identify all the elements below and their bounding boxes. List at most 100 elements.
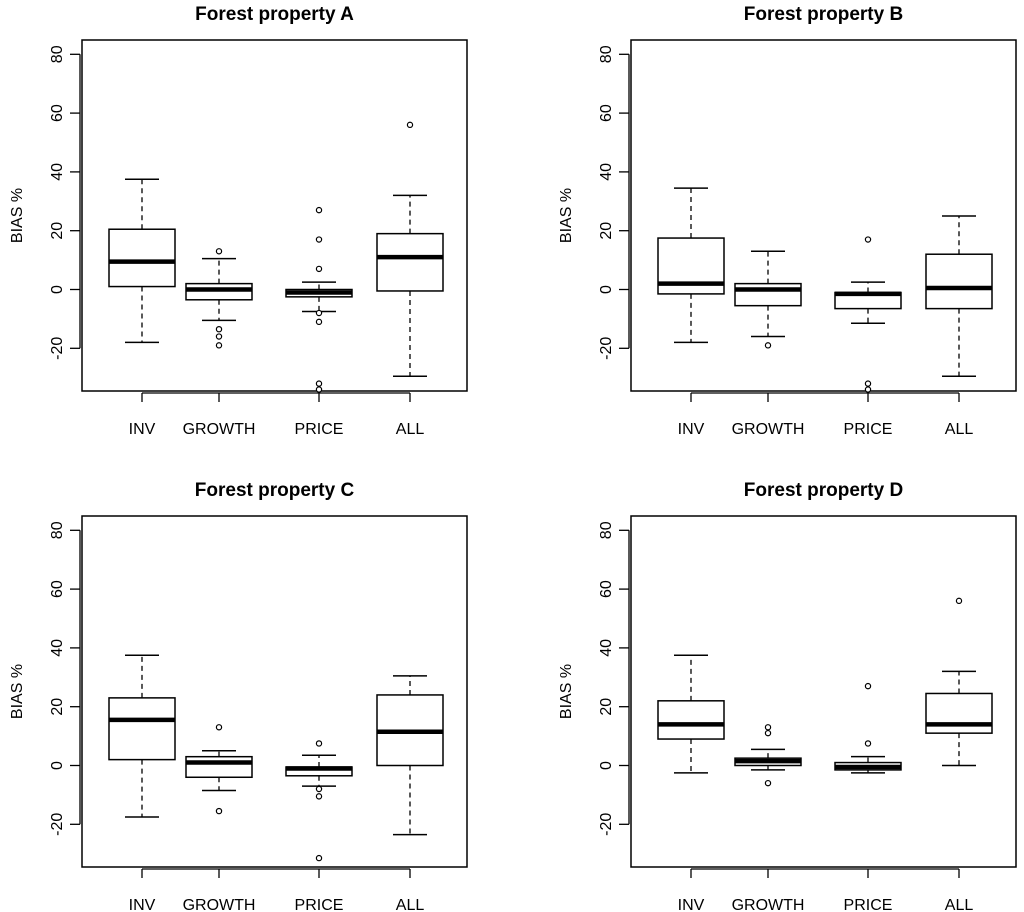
y-tick-label: 0	[598, 285, 615, 294]
outlier-point	[315, 386, 323, 393]
chart-panel: Forest property A BIAS % -20 0 20 40 60 80 INV GR…	[9, 4, 468, 438]
x-tick-label-price: PRICE	[295, 421, 344, 438]
outlier-point	[315, 265, 323, 273]
y-axis-label: BIAS %	[558, 664, 575, 719]
box-d-price	[834, 682, 902, 774]
outlier-point	[955, 597, 963, 605]
outlier-point	[215, 248, 223, 255]
y-tick-label: 80	[598, 45, 615, 63]
iqr-box	[734, 282, 802, 307]
y-tick-label: 60	[49, 104, 66, 122]
y-tick-label: 80	[598, 521, 615, 539]
y-tick-label: 60	[598, 580, 615, 598]
outlier-point	[764, 729, 772, 737]
box-b-price	[834, 236, 902, 393]
box-d-inv	[657, 654, 725, 774]
box-a-price	[285, 206, 353, 393]
x-tick-label-price: PRICE	[844, 897, 893, 912]
x-tick-label-growth: GROWTH	[732, 421, 805, 438]
outlier-point	[864, 236, 872, 243]
y-tick-label: 20	[598, 222, 615, 240]
x-tick-label-inv: INV	[678, 421, 705, 438]
plot-frame	[81, 39, 468, 392]
y-tick-label: 0	[49, 761, 66, 770]
y-tick-label: 40	[49, 163, 66, 181]
chart-panel: Forest property C BIAS % -20 0 20 40 60 80 INV GR…	[9, 480, 468, 912]
y-tick-label: -20	[598, 813, 615, 836]
plot-frame	[81, 515, 468, 868]
box-c-inv	[108, 654, 176, 818]
box-b-inv	[657, 187, 725, 344]
outlier-point	[315, 793, 323, 800]
outlier-point	[215, 342, 223, 349]
x-tick-label-inv: INV	[129, 421, 156, 438]
box-a-all	[376, 121, 444, 377]
iqr-box	[376, 232, 444, 292]
x-tick-label-inv: INV	[129, 897, 156, 912]
x-tick-label-all: ALL	[396, 897, 425, 912]
y-tick-label: -20	[49, 813, 66, 836]
y-tick-label: 20	[49, 222, 66, 240]
y-tick-label: 20	[49, 698, 66, 716]
iqr-box	[185, 755, 253, 779]
iqr-box	[108, 228, 176, 288]
x-tick-label-inv: INV	[678, 897, 705, 912]
outlier-point	[315, 854, 323, 862]
x-tick-label-growth: GROWTH	[732, 897, 805, 912]
outlier-point	[315, 785, 323, 793]
y-tick-label: 40	[598, 639, 615, 657]
box-c-all	[376, 675, 444, 836]
x-tick-label-growth: GROWTH	[183, 421, 256, 438]
iqr-box	[108, 697, 176, 761]
outlier-point	[315, 236, 323, 243]
chart-title: Forest property B	[744, 4, 903, 25]
plot-frame	[630, 515, 1017, 868]
box-d-all	[925, 597, 993, 767]
outlier-point	[215, 333, 223, 340]
x-tick-label-price: PRICE	[295, 897, 344, 912]
chart-panel: Forest property D BIAS % -20 0 20 40 60 80 INV GR…	[558, 480, 1017, 912]
outlier-point	[215, 325, 223, 333]
outlier-point	[864, 682, 872, 690]
outlier-point	[406, 121, 414, 129]
x-tick-label-price: PRICE	[844, 421, 893, 438]
y-tick-label: 0	[49, 285, 66, 294]
y-axis-label: BIAS %	[9, 188, 26, 243]
chart-title: Forest property C	[195, 480, 355, 501]
y-tick-label: 60	[598, 104, 615, 122]
y-axis-label: BIAS %	[9, 664, 26, 719]
iqr-box	[657, 700, 725, 740]
y-tick-label: 0	[598, 761, 615, 770]
outlier-point	[864, 386, 872, 393]
box-c-price	[285, 740, 353, 862]
x-tick-label-all: ALL	[945, 897, 974, 912]
y-tick-label: -20	[598, 337, 615, 360]
chart-panel: Forest property B BIAS % -20 0 20 40 60 80 INV GR…	[558, 4, 1017, 438]
y-tick-label: 20	[598, 698, 615, 716]
box-c-growth	[185, 724, 253, 815]
box-a-inv	[108, 178, 176, 344]
iqr-box	[925, 692, 993, 734]
outlier-point	[315, 309, 323, 317]
chart-title: Forest property A	[195, 4, 354, 25]
outlier-point	[315, 380, 323, 387]
y-tick-label: 80	[49, 521, 66, 539]
y-axis-label: BIAS %	[558, 188, 575, 243]
x-tick-label-growth: GROWTH	[183, 897, 256, 912]
outlier-point	[315, 206, 323, 214]
y-tick-label: -20	[49, 337, 66, 360]
y-tick-label: 40	[49, 639, 66, 657]
outlier-point	[864, 740, 872, 747]
box-a-growth	[185, 248, 253, 349]
outlier-point	[864, 380, 872, 387]
box-b-growth	[734, 250, 802, 349]
outlier-point	[215, 807, 223, 815]
iqr-box	[925, 253, 993, 310]
y-tick-label: 40	[598, 163, 615, 181]
outlier-point	[315, 740, 323, 747]
outlier-point	[764, 724, 772, 731]
box-d-growth	[734, 724, 802, 787]
y-tick-label: 60	[49, 580, 66, 598]
outlier-point	[315, 318, 323, 326]
outlier-point	[764, 342, 772, 349]
